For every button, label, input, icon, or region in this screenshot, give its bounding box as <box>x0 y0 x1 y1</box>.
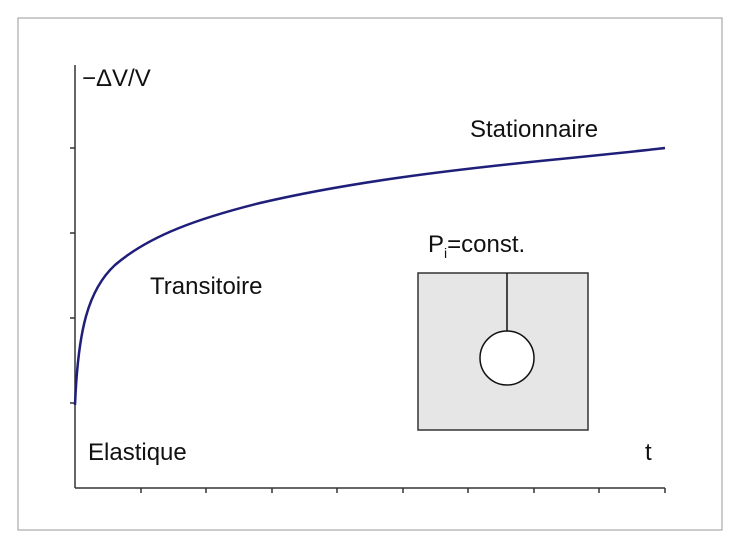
elastic-label: Elastique <box>88 439 187 466</box>
inset-label-subscript: i <box>444 245 447 261</box>
transient-label: Transitoire <box>150 273 262 300</box>
frame <box>17 17 723 531</box>
creep-curve <box>73 146 666 406</box>
axes <box>70 65 666 493</box>
cavity <box>479 330 535 386</box>
inset-label: Pi=const. <box>428 231 525 261</box>
y-axis-label: −ΔV/V <box>82 65 151 92</box>
inset-label-rest: =const. <box>447 231 525 258</box>
x-axis-label: t <box>645 439 652 466</box>
inset-label-base: P <box>428 231 444 258</box>
stationary-label: Stationnaire <box>470 116 598 143</box>
rock-block <box>417 272 589 431</box>
